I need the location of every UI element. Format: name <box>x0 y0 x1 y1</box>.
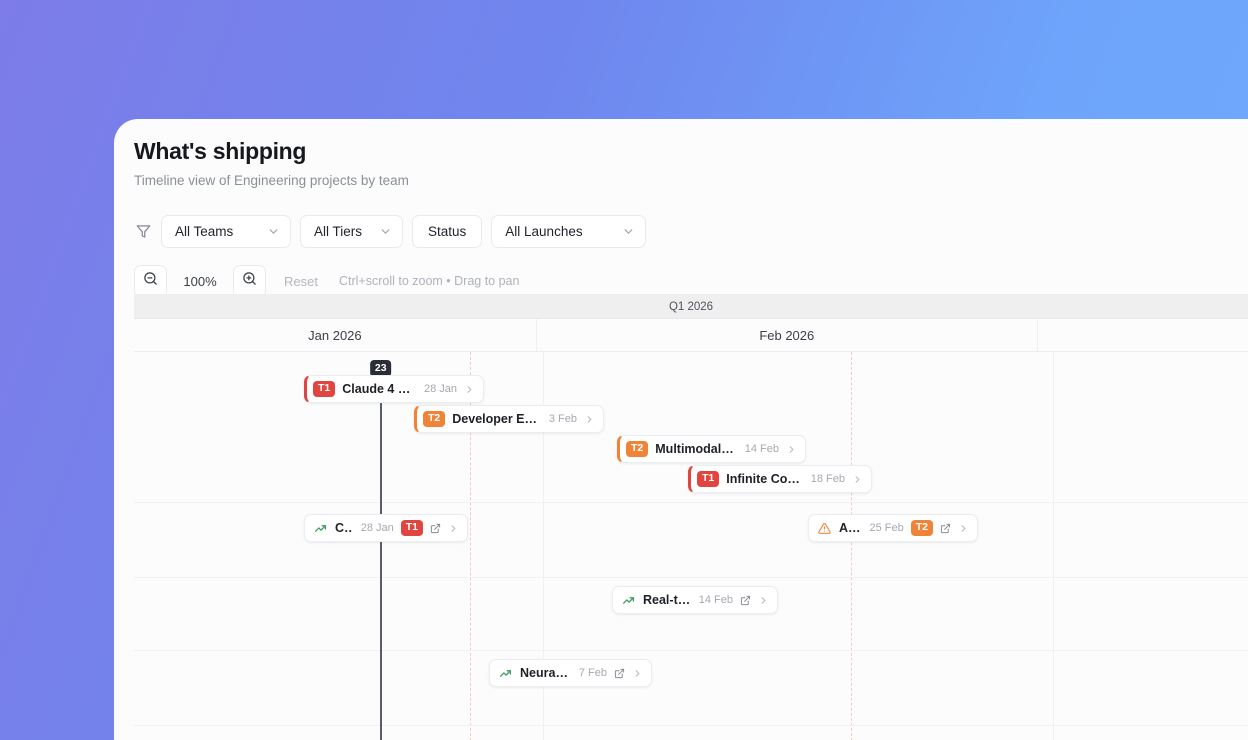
timeline-bar-date: 25 Feb <box>869 522 904 534</box>
timeline-bar-title: Claude 4 ... <box>335 521 353 535</box>
timeline-bar-multimodal-realtime[interactable]: T2 Multimodal Real-t... 14 Feb <box>617 435 806 463</box>
tier-badge: T1 <box>313 380 336 398</box>
chevron-right-icon <box>958 523 969 534</box>
external-link-icon[interactable] <box>614 668 625 679</box>
page-title: What's shipping <box>134 138 307 164</box>
timeline-bar-date: 7 Feb <box>578 667 607 679</box>
timeline-bar-date: 3 Feb <box>548 413 577 425</box>
row-separator <box>134 650 1248 651</box>
teams-filter-select[interactable]: All Teams <box>161 214 291 248</box>
zoom-in-icon <box>242 271 257 291</box>
zoom-in-button[interactable] <box>233 264 266 298</box>
trending-up-icon <box>314 522 327 535</box>
shipping-timeline-card: What's shipping Timeline view of Enginee… <box>114 119 1248 740</box>
chevron-right-icon <box>584 414 595 425</box>
month-cell-mar <box>1036 319 1248 351</box>
timeline-bar-date: 14 Feb <box>698 594 733 606</box>
page-header: What's shipping Timeline view of Enginee… <box>114 119 1248 189</box>
timeline-bar-claude-4-opus[interactable]: T1 Claude 4 Opus + ... 28 Jan <box>304 375 484 403</box>
grid-line-month-jan-feb <box>543 352 544 740</box>
row-separator <box>134 577 1248 578</box>
trending-up-icon <box>622 594 635 607</box>
chevron-down-icon <box>379 225 392 238</box>
timeline-bar-date: 14 Feb <box>744 443 779 455</box>
teams-filter-label: All Teams <box>175 223 234 239</box>
timeline-bar-title: Autonomo... <box>839 521 861 535</box>
timeline-bar-claude-4-launch[interactable]: Claude 4 ... 28 Jan T1 <box>304 514 468 542</box>
tier-badge: T2 <box>423 410 446 428</box>
chevron-right-icon <box>758 595 769 606</box>
status-filter-button[interactable]: Status <box>412 214 483 248</box>
chevron-right-icon <box>448 523 459 534</box>
chevron-right-icon <box>464 384 475 395</box>
chevron-down-icon <box>622 225 635 238</box>
chevron-right-icon <box>786 444 797 455</box>
today-marker-line: 23 <box>369 360 392 740</box>
reset-zoom-button[interactable]: Reset <box>284 273 318 289</box>
tier-badge: T2 <box>626 440 649 458</box>
timeline-quarter-header: Q1 2026 <box>134 294 1248 319</box>
tier-badge: T1 <box>400 519 423 537</box>
page-subtitle: Timeline view of Engineering projects by… <box>134 172 409 188</box>
timeline-bar-title: Real-time Multi... <box>643 593 691 607</box>
row-separator <box>134 502 1248 503</box>
timeline-bar-date: 28 Jan <box>423 383 457 395</box>
timeline-bar-realtime-multi-launch[interactable]: Real-time Multi... 14 Feb <box>612 586 778 614</box>
chevron-down-icon <box>267 225 280 238</box>
timeline-bar-date: 18 Feb <box>810 473 845 485</box>
timeline: Q1 2026 Jan 2026 Feb 2026 23 <box>134 294 1248 740</box>
launches-filter-label: All Launches <box>505 223 583 239</box>
external-link-icon[interactable] <box>940 523 951 534</box>
row-separator <box>134 725 1248 726</box>
today-marker-badge: 23 <box>369 360 392 377</box>
quarter-label: Q1 2026 <box>668 300 714 313</box>
grid-line-month-feb-mar <box>1053 352 1054 740</box>
chevron-right-icon <box>852 474 863 485</box>
tier-badge: T1 <box>697 470 720 488</box>
month-cell-jan: Jan 2026 <box>308 327 362 343</box>
zoom-level-label: 100% <box>183 273 217 289</box>
timeline-bar-neural-computer-launch[interactable]: Neural Computer... 7 Feb <box>489 659 652 687</box>
zoom-out-button[interactable] <box>134 264 167 298</box>
timeline-bar-title: Neural Computer... <box>520 666 571 680</box>
launches-filter-select[interactable]: All Launches <box>491 214 647 248</box>
warning-triangle-icon <box>818 522 831 535</box>
external-link-icon[interactable] <box>740 595 751 606</box>
zoom-out-icon <box>143 271 158 291</box>
filter-bar: All Teams All Tiers Status All Launches <box>114 214 1248 248</box>
timeline-bar-autonomous-launch[interactable]: Autonomo... 25 Feb T2 <box>808 514 978 542</box>
timeline-bar-title: Developer Experie... <box>452 412 541 426</box>
timeline-grid[interactable]: 23 T1 Claude 4 Opus + ... 28 Jan T2 Deve… <box>134 352 1248 740</box>
month-cell-feb: Feb 2026 <box>535 319 1037 351</box>
chevron-right-icon <box>632 668 643 679</box>
tiers-filter-label: All Tiers <box>314 223 363 239</box>
timeline-bar-infinite-context[interactable]: T1 Infinite Context + ... 18 Feb <box>688 465 872 493</box>
zoom-toolbar: 100% Reset Ctrl+scroll to zoom • Drag to… <box>114 264 1248 298</box>
grid-line-dashed-1 <box>470 352 471 740</box>
filter-icon <box>134 222 152 240</box>
trending-up-icon <box>499 667 512 680</box>
zoom-hint-text: Ctrl+scroll to zoom • Drag to pan <box>338 274 520 289</box>
grid-line-dashed-2 <box>851 352 852 740</box>
timeline-bar-title: Claude 4 Opus + ... <box>342 382 416 396</box>
tiers-filter-select[interactable]: All Tiers <box>300 214 403 248</box>
timeline-bar-date: 28 Jan <box>360 522 394 534</box>
timeline-bar-title: Multimodal Real-t... <box>655 442 736 456</box>
external-link-icon[interactable] <box>430 523 441 534</box>
tier-badge: T2 <box>910 519 933 537</box>
timeline-bar-title: Infinite Context + ... <box>726 472 802 486</box>
timeline-bar-developer-experience[interactable]: T2 Developer Experie... 3 Feb <box>414 405 604 433</box>
timeline-month-header: Jan 2026 Feb 2026 <box>134 319 1248 352</box>
